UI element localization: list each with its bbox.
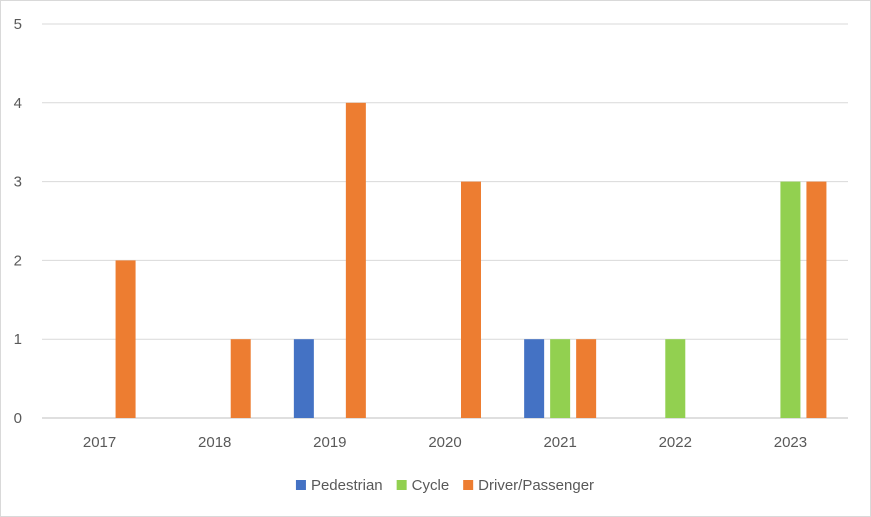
x-tick-label: 2020: [428, 434, 461, 451]
y-tick-label: 5: [14, 16, 22, 33]
bar-driver-passenger-2020: [461, 181, 481, 418]
y-tick-label: 4: [14, 95, 22, 112]
bar-driver-passenger-2023: [806, 181, 827, 418]
legend-label: Cycle: [412, 477, 450, 494]
bars: [115, 102, 827, 419]
bar-driver-passenger-2019: [345, 102, 366, 419]
bar-cycle-2023: [780, 181, 801, 418]
legend-label: Pedestrian: [311, 477, 383, 494]
gridlines: [42, 23, 848, 419]
x-axis-ticks: 2017 2018 2019 2020 2021 2022 2023: [83, 434, 807, 451]
x-tick-label: 2018: [198, 434, 231, 451]
bar-cycle-2021: [550, 339, 571, 418]
x-tick-label: 2023: [774, 434, 807, 451]
y-tick-label: 0: [14, 410, 22, 427]
legend-swatch: [463, 480, 474, 490]
x-tick-label: 2017: [83, 434, 116, 451]
legend-label: Driver/Passenger: [478, 477, 594, 494]
bar-driver-passenger-2021: [576, 339, 597, 418]
legend-swatch: [396, 480, 407, 490]
x-tick-label: 2019: [313, 434, 346, 451]
bar-driver-passenger-2018: [230, 339, 251, 418]
y-axis-ticks: 0 1 2 3 4 5: [14, 16, 22, 427]
x-tick-label: 2022: [659, 434, 692, 451]
bar-cycle-2022: [665, 339, 686, 418]
x-tick-label: 2021: [543, 434, 576, 451]
legend-swatch: [295, 480, 306, 490]
y-tick-label: 1: [14, 331, 22, 348]
y-tick-label: 3: [14, 174, 22, 191]
bar-driver-passenger-2017: [115, 260, 136, 418]
legend: Pedestrian Cycle Driver/Passenger: [295, 477, 594, 494]
bar-pedestrian-2019: [293, 339, 314, 418]
y-tick-label: 2: [14, 252, 22, 269]
bar-pedestrian-2021: [524, 339, 545, 418]
